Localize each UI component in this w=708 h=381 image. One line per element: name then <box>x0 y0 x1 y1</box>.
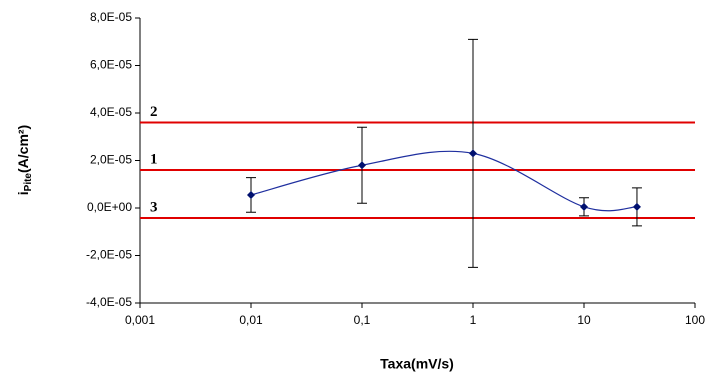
y-tick-label: 2,0E-05 <box>90 153 132 167</box>
x-tick-label: 0,01 <box>239 313 263 327</box>
x-tick-label: 100 <box>685 313 705 327</box>
y-axis-title-base: i <box>15 191 31 195</box>
x-tick-label: 0,001 <box>125 313 155 327</box>
point <box>632 202 641 211</box>
y-tick-label: -4,0E-05 <box>86 295 132 309</box>
point <box>580 202 588 211</box>
y-axis-title: iPite(A/cm²) <box>15 125 34 195</box>
y-axis-title-sub: Pite <box>23 173 34 192</box>
y-tick-label: 6,0E-05 <box>90 58 132 72</box>
y-tick-label: 4,0E-05 <box>90 105 132 119</box>
reference-label: 1 <box>150 151 158 167</box>
y-tick-label: -2,0E-05 <box>86 248 132 262</box>
x-tick-label: 10 <box>577 313 591 327</box>
x-tick-label: 1 <box>470 313 477 327</box>
reference-label: 3 <box>150 199 158 215</box>
y-tick-label: 0,0E+00 <box>87 200 132 214</box>
y-tick-label: 8,0E-05 <box>90 10 132 24</box>
reference-label: 2 <box>150 104 158 120</box>
series-line <box>250 150 637 212</box>
y-axis-title-unit: (A/cm²) <box>15 125 31 173</box>
point <box>358 161 366 170</box>
x-axis-title: Taxa(mV/s) <box>380 356 454 372</box>
point <box>247 190 255 199</box>
x-tick-label: 0,1 <box>354 313 371 327</box>
point <box>469 149 477 158</box>
